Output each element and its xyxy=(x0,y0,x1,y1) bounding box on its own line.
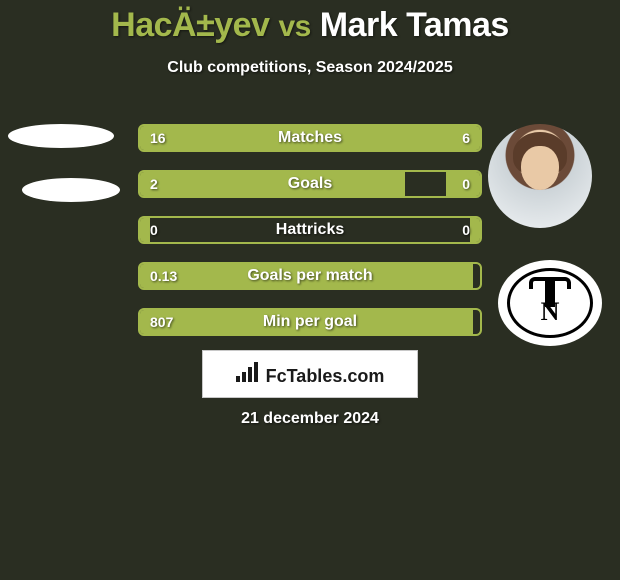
stat-bar-left xyxy=(140,218,150,242)
stat-label: Goals xyxy=(288,175,332,193)
stat-row-matches: 16 Matches 6 xyxy=(138,124,482,152)
brand-inner: FcTables.com xyxy=(236,362,385,387)
club-logo-ring: N xyxy=(507,268,593,338)
title-player2: Mark Tamas xyxy=(320,6,509,44)
stat-label: Goals per match xyxy=(247,267,372,285)
player2-club-logo: N xyxy=(498,260,602,346)
stat-value-right: 0 xyxy=(462,222,470,238)
player1-club-logo xyxy=(22,178,120,202)
stat-value-left: 0 xyxy=(150,222,158,238)
stat-label: Matches xyxy=(278,129,342,147)
stat-row-hattricks: 0 Hattricks 0 xyxy=(138,216,482,244)
stat-label: Hattricks xyxy=(276,221,344,239)
page-title: HacÄ±yev vs Mark Tamas xyxy=(0,0,620,45)
brand-box[interactable]: FcTables.com xyxy=(202,350,418,398)
stat-value-left: 807 xyxy=(150,314,173,330)
stats-block: 16 Matches 6 2 Goals 0 0 Hattricks 0 0.1… xyxy=(138,124,482,354)
date-text: 21 december 2024 xyxy=(0,410,620,428)
stat-value-right: 0 xyxy=(462,176,470,192)
player2-avatar xyxy=(488,124,592,228)
stat-bar-right xyxy=(470,218,480,242)
title-player1: HacÄ±yev xyxy=(111,6,269,44)
brand-text: FcTables.com xyxy=(266,366,385,387)
stat-row-goals: 2 Goals 0 xyxy=(138,170,482,198)
club-logo-letter: N xyxy=(541,297,560,327)
stat-value-left: 2 xyxy=(150,176,158,192)
stat-value-left: 16 xyxy=(150,130,166,146)
stat-row-min-per-goal: 807 Min per goal xyxy=(138,308,482,336)
stat-bar-left xyxy=(140,172,405,196)
stat-bar-left xyxy=(140,126,378,150)
subtitle: Club competitions, Season 2024/2025 xyxy=(0,59,620,77)
title-vs: vs xyxy=(278,10,310,43)
stat-row-goals-per-match: 0.13 Goals per match xyxy=(138,262,482,290)
stat-label: Min per goal xyxy=(263,313,357,331)
infographic-container: HacÄ±yev vs Mark Tamas Club competitions… xyxy=(0,0,620,580)
stat-value-right: 6 xyxy=(462,130,470,146)
bar-chart-icon xyxy=(236,362,260,382)
player1-avatar xyxy=(8,124,114,148)
stat-value-left: 0.13 xyxy=(150,268,177,284)
